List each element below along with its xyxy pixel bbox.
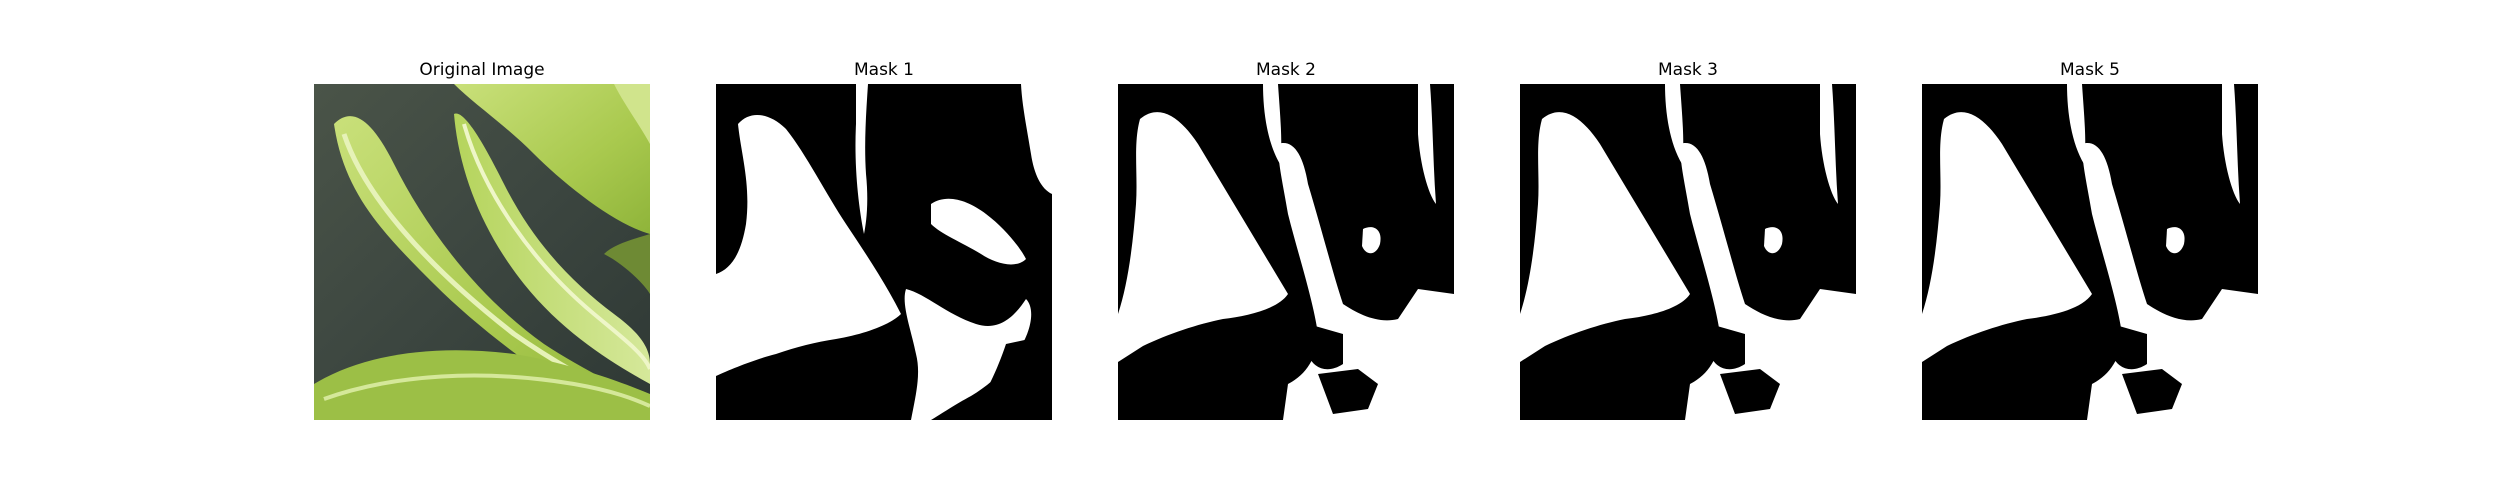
panel-title: Mask 5 [2059,60,2120,80]
panel-title: Original Image [419,60,545,80]
mask-image-3 [1520,84,1856,420]
original-image [314,84,650,420]
panel-title: Mask 2 [1255,60,1316,80]
mask-image-2 [1118,84,1454,420]
mask-image-1 [716,84,1052,420]
panel-title: Mask 1 [853,60,914,80]
mask-image-5 [1922,84,2258,420]
panel-title: Mask 3 [1657,60,1718,80]
